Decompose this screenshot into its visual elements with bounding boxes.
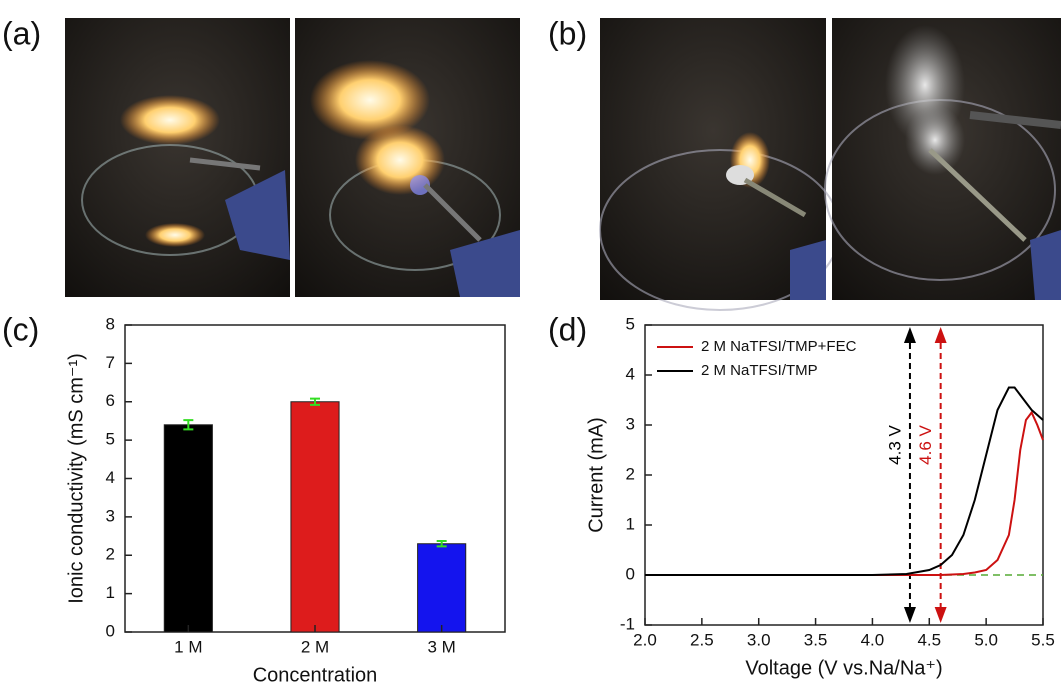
- y-tick-label: 3: [106, 506, 115, 525]
- y-tick-label: 7: [106, 353, 115, 372]
- x-tick-label: 2.5: [690, 630, 714, 649]
- y-tick-label: 0: [106, 621, 115, 640]
- panel-label: (d): [548, 311, 587, 347]
- y-tick-label: 1: [106, 583, 115, 602]
- x-axis-label: Voltage (V vs.Na/Na⁺): [745, 657, 942, 679]
- figure: (a) (b) (c) (d) 0 1 2 3 4 5 6 7 8 Concentration Io…: [0, 0, 1061, 684]
- annotation: 4.3 V: [885, 424, 904, 464]
- y-axis-label: Ionic conductivity (mS cm⁻¹): [65, 353, 87, 604]
- x-axis-label: Concentration: [253, 664, 378, 684]
- y-tick-label: 5: [106, 430, 115, 449]
- x-tick-label: 2 M: [301, 637, 329, 656]
- bar: [291, 402, 339, 632]
- photo: [295, 18, 520, 297]
- x-tick-label: 3.5: [804, 630, 828, 649]
- x-tick-label: 4.5: [917, 630, 941, 649]
- legend-label: 2 M NaTFSI/TMP: [701, 362, 818, 379]
- x-tick-label: 4.0: [861, 630, 885, 649]
- y-tick-label: 2: [626, 464, 635, 483]
- x-tick-label: 5.0: [974, 630, 998, 649]
- x-tick-label: 3.0: [747, 630, 771, 649]
- x-tick-label: 2.0: [633, 630, 657, 649]
- x-tick-label: 5.5: [1031, 630, 1055, 649]
- y-tick-label: 0: [626, 564, 635, 583]
- y-tick-label: 3: [626, 414, 635, 433]
- bar: [418, 544, 466, 632]
- annotation: 4.6 V: [916, 424, 935, 464]
- y-tick-label: 2: [106, 545, 115, 564]
- y-tick-label: 1: [626, 514, 635, 533]
- x-tick-label: 3 M: [427, 637, 455, 656]
- series-line: [645, 413, 1043, 576]
- panel-label: (b): [548, 15, 587, 51]
- legend-label: 2 M NaTFSI/TMP+FEC: [701, 338, 857, 355]
- photo: [65, 18, 290, 297]
- panel-label: (a): [2, 15, 41, 51]
- y-tick-label: 4: [106, 468, 115, 487]
- y-tick-label: 6: [106, 391, 115, 410]
- photo: [825, 18, 1061, 300]
- y-axis-label: Current (mA): [585, 417, 607, 533]
- bar: [164, 425, 212, 632]
- photo: [600, 18, 840, 310]
- y-tick-label: 4: [626, 364, 635, 383]
- x-tick-label: 1 M: [174, 637, 202, 656]
- series-line: [645, 388, 1043, 576]
- panel-label: (c): [2, 311, 39, 347]
- y-tick-label: 5: [626, 314, 635, 333]
- y-tick-label: 8: [106, 314, 115, 333]
